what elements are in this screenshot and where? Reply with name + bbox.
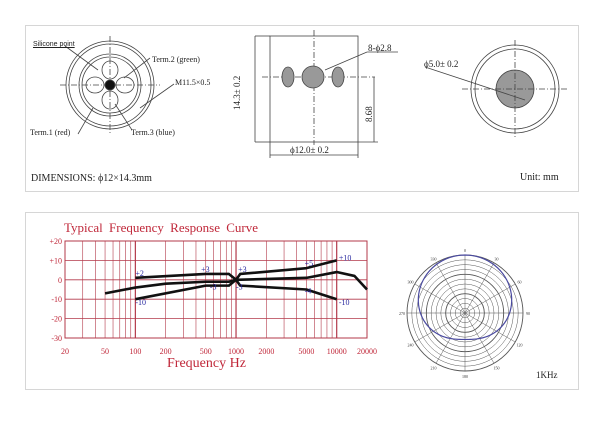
- x-tick-label: 20: [61, 347, 69, 356]
- x-tick-label: 5000: [298, 347, 314, 356]
- polar-caption: 1KHz: [536, 370, 558, 380]
- curve-annotation: -3: [210, 283, 217, 292]
- polar-angle-label: 210: [431, 366, 437, 371]
- polar-angle-label: 180: [462, 374, 468, 379]
- y-tick-label: +20: [49, 237, 62, 246]
- front-diameter-dimension: ϕ5.0± 0.2: [424, 59, 459, 69]
- polar-angle-label: 270: [399, 311, 405, 316]
- holes-dimension: 8-ϕ2.8: [368, 43, 392, 53]
- polar-spoke: [414, 312, 466, 343]
- polar-angle-label: 330: [431, 256, 437, 261]
- height-dimension: 14.3± 0.2: [232, 75, 242, 110]
- x-axis-label: Frequency Hz: [167, 356, 246, 371]
- response-curve-3: [135, 278, 338, 301]
- polar-angle-label: 60: [518, 280, 522, 285]
- polar-spoke: [435, 262, 466, 314]
- thread-label: M11.5×0.5: [175, 78, 211, 87]
- term3-label: Term.3 (blue): [131, 128, 175, 137]
- y-tick-label: +10: [49, 256, 62, 265]
- curve-annotation: +3: [238, 265, 247, 274]
- dimensions-text: DIMENSIONS: ϕ12×14.3mm: [31, 173, 152, 184]
- polar-angle-label: 30: [495, 256, 499, 261]
- front-view-drawing: [424, 40, 568, 138]
- chart-title: Typical Frequency Response Curve: [64, 220, 259, 235]
- frequency-response-chart: +20 +10 0 -10 -20 -30 20 50 100 200 500 1000 2000 500…: [49, 237, 377, 356]
- curve-annotation: +5: [305, 259, 314, 268]
- x-tick-label: 500: [200, 347, 212, 356]
- polar-angle-label: 240: [407, 343, 413, 348]
- x-tick-label: 20000: [357, 347, 377, 356]
- polar-spoke: [464, 312, 516, 343]
- dimensions-panel: [25, 25, 579, 192]
- side-view-drawing: [254, 30, 398, 158]
- curve-annotation: -4: [305, 286, 312, 295]
- response-panel: [25, 212, 579, 390]
- curve-annotation: -10: [339, 298, 350, 307]
- polar-spoke: [464, 262, 495, 314]
- curve-annotation: +2: [135, 269, 144, 278]
- polar-angle-label: 0: [464, 248, 466, 253]
- diameter-dimension: ϕ12.0± 0.2: [290, 145, 329, 155]
- x-tick-label: 100: [129, 347, 141, 356]
- y-tick-label: -30: [51, 334, 62, 343]
- polar-pattern-chart: 0 30 60 90 120 150 180 210 240 270 300 330: [399, 248, 530, 379]
- x-tick-label: 1000: [228, 347, 244, 356]
- term1-label: Term.1 (red): [30, 128, 71, 137]
- x-tick-label: 200: [160, 347, 172, 356]
- x-tick-label: 2000: [258, 347, 274, 356]
- polar-angle-label: 90: [526, 311, 530, 316]
- polar-spoke: [414, 283, 466, 314]
- unit-label: Unit: mm: [520, 172, 559, 183]
- x-tick-label: 50: [101, 347, 109, 356]
- y-tick-label: 0: [58, 276, 62, 285]
- curve-annotation: +3: [201, 265, 210, 274]
- y-tick-label: -10: [51, 295, 62, 304]
- polar-spoke: [464, 283, 516, 314]
- offset-dimension: 8.68: [364, 106, 374, 122]
- x-tick-label: 10000: [327, 347, 347, 356]
- curve-annotation: -10: [135, 298, 146, 307]
- curve-annotation: +10: [339, 253, 352, 262]
- curve-annotation: -3: [236, 283, 243, 292]
- polar-pattern-curve: [417, 254, 513, 341]
- back-view-drawing: [60, 36, 175, 135]
- term2-label: Term.2 (green): [152, 55, 200, 64]
- silicone-point-label: Silicone point: [33, 41, 75, 48]
- y-tick-label: -20: [51, 315, 62, 324]
- polar-angle-label: 300: [407, 280, 413, 285]
- polar-angle-label: 150: [494, 366, 500, 371]
- polar-angle-label: 120: [517, 343, 523, 348]
- response-curve-2: [104, 270, 368, 295]
